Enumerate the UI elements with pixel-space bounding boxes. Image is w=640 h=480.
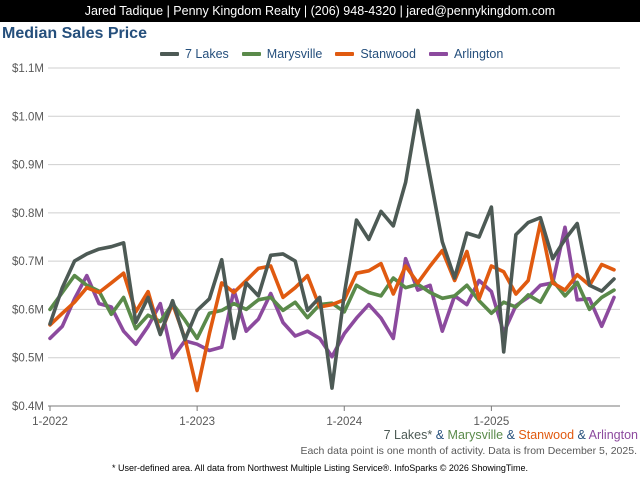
y-tick-label: $0.9M	[12, 160, 44, 172]
caption-separator: &	[577, 428, 586, 442]
x-tick-label: 1-2023	[179, 416, 215, 428]
legend-swatch-marysville	[241, 52, 261, 56]
y-tick-label: $0.4M	[12, 401, 44, 413]
series-line-7-lakes	[48, 108, 616, 390]
legend-item-marysville[interactable]: Marysville	[241, 47, 323, 61]
legend-item-stanwood[interactable]: Stanwood	[335, 47, 416, 61]
caption-series-7-lakes: 7 Lakes*	[383, 428, 433, 442]
caption-series-arlington: Arlington	[588, 428, 638, 442]
legend-label-stanwood: Stanwood	[360, 47, 416, 61]
y-tick-label: $0.5M	[12, 353, 44, 365]
legend-swatch-stanwood	[335, 52, 355, 56]
agent-banner: Jared Tadique | Penny Kingdom Realty | (…	[0, 0, 640, 22]
x-tick-label: 1-2024	[326, 416, 362, 428]
series-line-arlington	[48, 225, 616, 360]
caption-series-marysville: Marysville	[447, 428, 504, 442]
series-caption: 7 Lakes* & Marysville & Stanwood & Arlin…	[384, 428, 638, 442]
chart-legend: 7 Lakes Marysville Stanwood Arlington	[160, 46, 516, 62]
activity-note: Each data point is one month of activity…	[300, 445, 637, 457]
legend-label-7-lakes: 7 Lakes	[185, 47, 229, 61]
y-tick-label: $0.6M	[12, 304, 44, 316]
caption-separator: &	[435, 428, 445, 442]
chart-title: Median Sales Price	[2, 25, 147, 42]
legend-label-arlington: Arlington	[453, 47, 504, 61]
legend-label-marysville: Marysville	[266, 47, 323, 61]
footnote: * User-defined area. All data from North…	[111, 463, 529, 473]
caption-series-stanwood: Stanwood	[518, 428, 575, 442]
series-line-stanwood	[48, 220, 616, 393]
legend-item-arlington[interactable]: Arlington	[428, 47, 504, 61]
caption-separator: &	[506, 428, 515, 442]
legend-swatch-arlington	[428, 52, 448, 56]
y-tick-label: $1.1M	[12, 63, 44, 75]
y-tick-label: $0.8M	[12, 208, 44, 220]
agent-banner-text: Jared Tadique | Penny Kingdom Realty | (…	[84, 4, 556, 18]
x-tick-label: 1-2022	[32, 416, 68, 428]
legend-swatch-7-lakes	[160, 52, 179, 56]
y-tick-label: $0.7M	[12, 256, 44, 268]
x-tick-label: 1-2025	[473, 416, 509, 428]
legend-item-7-lakes[interactable]: 7 Lakes	[160, 47, 229, 61]
y-tick-label: $1.0M	[12, 111, 44, 123]
